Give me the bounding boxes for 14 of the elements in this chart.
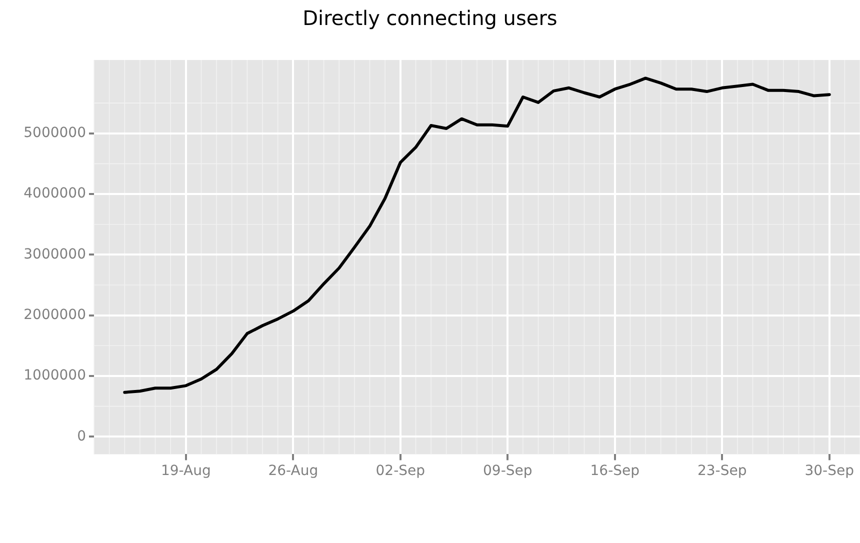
x-tick-label: 16-Sep: [590, 463, 640, 480]
y-tick-label: 5000000: [24, 125, 86, 142]
x-tick-label: 19-Aug: [160, 463, 211, 480]
x-tick-label: 09-Sep: [483, 463, 532, 480]
y-tick-label: 3000000: [24, 246, 86, 262]
chart-title: Directly connecting users: [302, 6, 558, 30]
x-tick-label: 30-Sep: [804, 463, 854, 480]
x-tick-label: 02-Sep: [376, 463, 426, 480]
y-tick-label: 4000000: [24, 186, 86, 202]
x-tick-label: 23-Sep: [697, 463, 747, 480]
y-tick-label: 1000000: [24, 368, 86, 384]
x-tick-label: 26-Aug: [268, 463, 318, 480]
y-tick-label: 0: [77, 428, 86, 444]
y-tick-label: 2000000: [24, 306, 86, 323]
